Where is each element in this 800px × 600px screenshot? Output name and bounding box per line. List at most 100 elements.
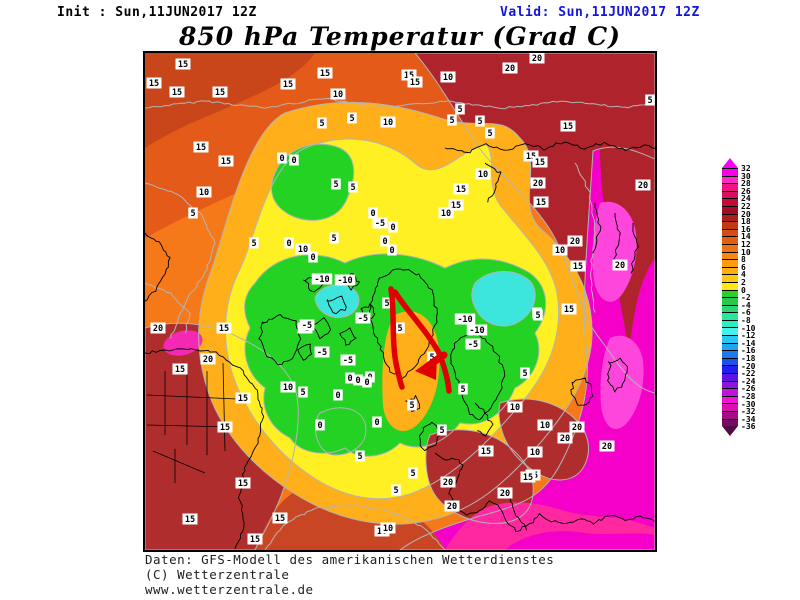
colorbar-band <box>722 380 738 389</box>
colorbar-band <box>722 289 738 298</box>
colorbar-band <box>722 198 738 206</box>
colorbar-band <box>722 388 738 396</box>
svg-text:15: 15 <box>215 88 225 98</box>
colorbar-bands <box>722 158 738 437</box>
svg-text:5: 5 <box>397 324 402 334</box>
svg-text:15: 15 <box>275 514 285 524</box>
svg-text:5: 5 <box>410 469 415 479</box>
colorbar-tick-label: -30 <box>741 399 756 409</box>
svg-text:5: 5 <box>409 401 414 411</box>
colorbar-tick-label: -22 <box>741 369 756 379</box>
svg-text:20: 20 <box>602 442 612 452</box>
valid-time-label: Valid: Sun,11JUN2017 12Z <box>500 5 700 20</box>
footer-data-source: Daten: GFS-Modell des amerikanischen Wet… <box>145 552 555 567</box>
svg-text:5: 5 <box>350 183 355 193</box>
colorbar-band <box>722 403 738 411</box>
svg-text:10: 10 <box>540 421 550 431</box>
svg-text:5: 5 <box>460 385 465 395</box>
colorbar-band <box>722 395 738 404</box>
svg-text:10: 10 <box>478 170 488 180</box>
svg-text:15: 15 <box>175 365 185 375</box>
svg-text:0: 0 <box>279 154 284 164</box>
colorbar-band <box>722 357 738 366</box>
svg-text:15: 15 <box>481 447 491 457</box>
footer-url: www.wetterzentrale.de <box>145 582 314 597</box>
svg-text:20: 20 <box>500 489 510 499</box>
colorbar-band <box>722 190 738 199</box>
svg-text:5: 5 <box>251 239 256 249</box>
colorbar-tick-label: -10 <box>741 323 756 333</box>
svg-text:-5: -5 <box>302 321 312 331</box>
colorbar-tick-label: -2 <box>741 293 751 303</box>
svg-text:0: 0 <box>364 378 369 388</box>
colorbar-band <box>722 327 738 336</box>
colorbar-band <box>722 350 738 358</box>
svg-text:-5: -5 <box>468 340 478 350</box>
svg-text:15: 15 <box>564 305 574 315</box>
svg-text:0: 0 <box>355 376 360 386</box>
svg-text:10: 10 <box>199 188 209 198</box>
colorbar-tick-label: 26 <box>741 186 751 196</box>
colorbar-band <box>722 365 738 374</box>
svg-text:20: 20 <box>560 434 570 444</box>
colorbar-band <box>722 251 738 260</box>
svg-text:5: 5 <box>647 96 652 106</box>
colorbar-tick-label: -4 <box>741 300 751 310</box>
svg-text:-5: -5 <box>317 348 327 358</box>
colorbar-tick-label: 0 <box>741 285 746 295</box>
svg-text:0: 0 <box>310 253 315 263</box>
colorbar-tick-label: -32 <box>741 407 756 417</box>
svg-text:20: 20 <box>532 54 542 64</box>
svg-text:15: 15 <box>149 79 159 89</box>
svg-text:10: 10 <box>383 118 393 128</box>
svg-text:5: 5 <box>384 299 389 309</box>
colorbar-tick-label: -34 <box>741 414 756 424</box>
colorbar-tick-label: -8 <box>741 316 751 325</box>
svg-text:10: 10 <box>333 90 343 100</box>
colorbar-band <box>722 213 738 222</box>
svg-text:15: 15 <box>320 69 330 79</box>
svg-text:15: 15 <box>185 515 195 525</box>
colorbar-top-arrow <box>722 158 738 168</box>
svg-text:15: 15 <box>526 152 536 162</box>
svg-text:15: 15 <box>283 80 293 90</box>
colorbar-band <box>722 312 738 320</box>
colorbar-tick-label: 24 <box>741 194 751 204</box>
trough-annotation <box>388 286 452 394</box>
colorbar-tick-label: -24 <box>741 376 756 386</box>
svg-text:10: 10 <box>555 246 565 256</box>
svg-text:5: 5 <box>300 388 305 398</box>
svg-text:-10: -10 <box>457 315 472 325</box>
coastlines <box>145 141 655 550</box>
svg-text:15: 15 <box>172 88 182 98</box>
colorbar-band <box>722 228 738 237</box>
svg-text:0: 0 <box>291 156 296 166</box>
colorbar-band <box>722 335 738 343</box>
colorbar-tick-label: 4 <box>741 270 746 280</box>
svg-text:5: 5 <box>393 486 398 496</box>
colorbar-tick-label: 16 <box>741 224 751 234</box>
svg-text:10: 10 <box>441 209 451 219</box>
svg-text:20: 20 <box>505 64 515 74</box>
svg-text:20: 20 <box>638 181 648 191</box>
colorbar-band <box>722 266 738 275</box>
svg-text:20: 20 <box>570 237 580 247</box>
svg-text:20: 20 <box>615 261 625 271</box>
init-time-label: Init : Sun,11JUN2017 12Z <box>57 5 257 20</box>
colorbar-tick-label: 22 <box>741 202 751 211</box>
svg-text:5: 5 <box>331 234 336 244</box>
svg-text:15: 15 <box>456 185 466 195</box>
svg-text:20: 20 <box>153 324 163 334</box>
svg-text:15: 15 <box>536 198 546 208</box>
colorbar-tick-label: -16 <box>741 346 756 356</box>
colorbar-band <box>722 373 738 381</box>
colorbar-tick-label: 2 <box>741 278 746 287</box>
svg-text:-10: -10 <box>314 275 329 285</box>
colorbar-band <box>722 342 738 351</box>
colorbar-tick-label: 12 <box>741 240 751 249</box>
svg-text:15: 15 <box>178 60 188 70</box>
svg-text:15: 15 <box>221 157 231 167</box>
colorbar-tick-label: 20 <box>741 209 751 219</box>
colorbar-bottom-arrow <box>722 426 738 437</box>
